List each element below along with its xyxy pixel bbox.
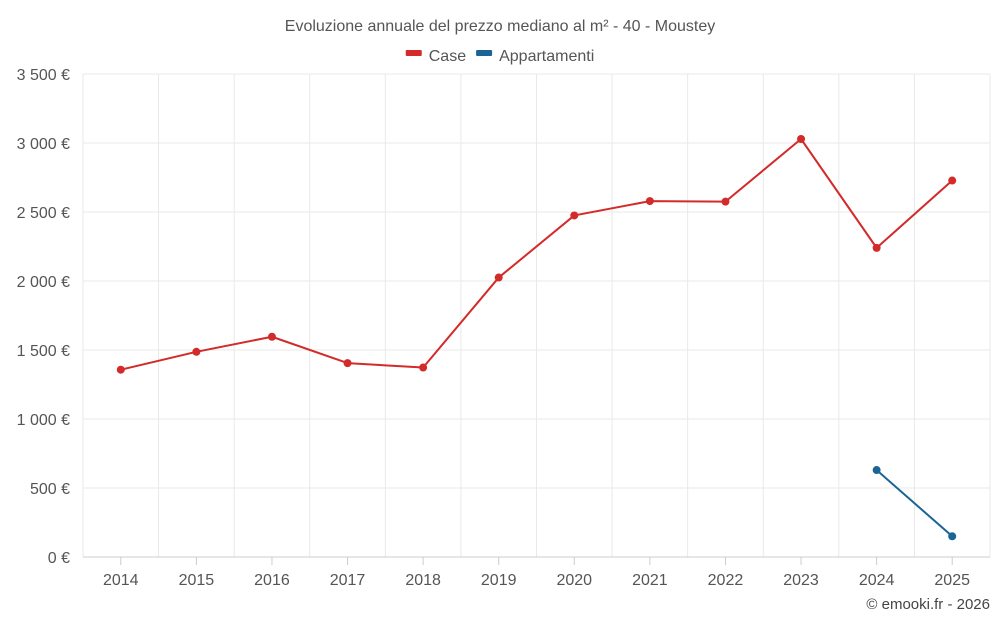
- x-tick-label: 2019: [481, 572, 517, 589]
- y-tick-label: 500 €: [30, 481, 70, 498]
- data-point-case[interactable]: [797, 134, 806, 143]
- data-point-case[interactable]: [267, 332, 276, 341]
- y-tick-label: 3 500 €: [17, 67, 70, 84]
- x-tick-label: 2022: [708, 572, 744, 589]
- data-point-case[interactable]: [645, 197, 654, 206]
- x-tick-label: 2018: [405, 572, 441, 589]
- data-point-case[interactable]: [343, 359, 352, 368]
- y-tick-label: 3 000 €: [17, 136, 70, 153]
- y-tick-label: 2 000 €: [17, 274, 70, 291]
- legend-swatch-appartamenti: [476, 50, 493, 56]
- series-group: [116, 134, 957, 541]
- x-tick-label: 2021: [632, 572, 668, 589]
- x-tick-label: 2015: [179, 572, 215, 589]
- grid: [82, 73, 991, 557]
- y-tick-label: 1 500 €: [17, 343, 70, 360]
- legend-label-case[interactable]: Case: [429, 48, 466, 65]
- y-tick-label: 2 500 €: [17, 205, 70, 222]
- data-point-case[interactable]: [116, 365, 125, 374]
- x-tick-label: 2023: [783, 572, 819, 589]
- data-point-case[interactable]: [948, 176, 957, 185]
- x-tick-label: 2025: [934, 572, 970, 589]
- data-point-case[interactable]: [721, 197, 730, 206]
- legend: Case Appartamenti: [405, 48, 594, 65]
- x-tick-label: 2017: [330, 572, 366, 589]
- y-axis: 0 € 500 € 1 000 € 1 500 € 2 000 € 2 500 € 3 00…: [17, 67, 70, 567]
- series-line-case: [120, 137, 953, 371]
- chart-title: Evoluzione annuale del prezzo mediano al…: [285, 18, 715, 35]
- y-tick-label: 1 000 €: [17, 412, 70, 429]
- data-point-case[interactable]: [419, 363, 428, 372]
- x-tick-label: 2014: [103, 572, 139, 589]
- legend-swatch-case: [405, 50, 422, 56]
- legend-label-appartamenti[interactable]: Appartamenti: [499, 48, 594, 65]
- y-tick-label: 0 €: [48, 550, 70, 567]
- data-point-appartamenti[interactable]: [872, 466, 881, 475]
- data-point-case[interactable]: [872, 243, 881, 252]
- credit-text: © emooki.fr - 2026: [866, 596, 990, 613]
- data-point-appartamenti[interactable]: [948, 532, 957, 541]
- x-tick-label: 2020: [556, 572, 592, 589]
- x-axis: 2014 2015 2016 2017 2018 2019 2020 2021 2022 2023…: [83, 556, 990, 589]
- data-point-case[interactable]: [192, 347, 201, 356]
- series-line-appartamenti: [875, 469, 953, 538]
- data-point-case[interactable]: [570, 211, 579, 220]
- x-tick-label: 2016: [254, 572, 290, 589]
- data-point-case[interactable]: [494, 273, 503, 282]
- x-tick-label: 2024: [859, 572, 895, 589]
